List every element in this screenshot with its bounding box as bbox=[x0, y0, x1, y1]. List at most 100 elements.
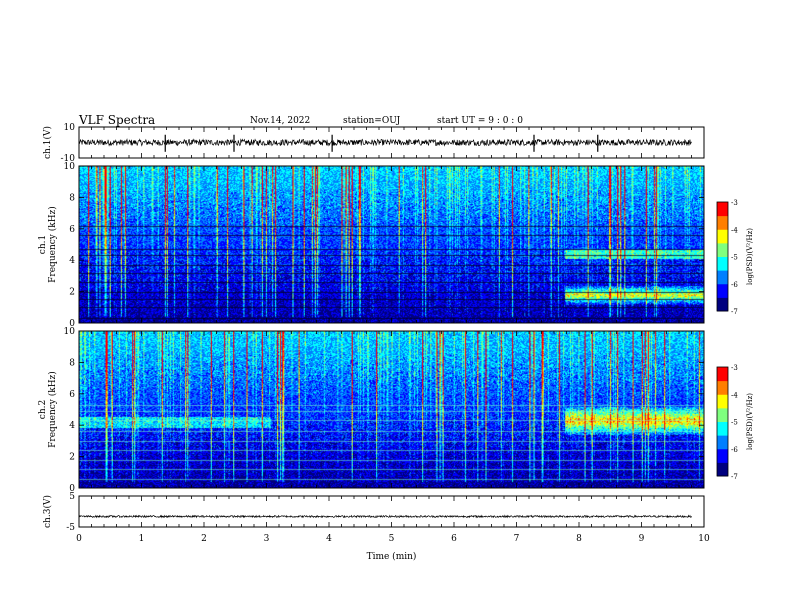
y-tick-label: 4 bbox=[69, 421, 75, 431]
y-tick-label: 2 bbox=[69, 288, 75, 298]
colorbar-swatch bbox=[717, 431, 728, 433]
colorbar-swatch bbox=[717, 263, 728, 266]
colorbar-swatch bbox=[717, 467, 728, 470]
colorbar-swatch bbox=[717, 225, 728, 228]
colorbar-swatch bbox=[717, 463, 728, 466]
colorbar-swatch bbox=[717, 465, 728, 467]
colorbar-swatch bbox=[717, 279, 728, 282]
colorbar-swatch bbox=[717, 413, 728, 416]
colorbar-swatch bbox=[717, 260, 728, 263]
colorbar-swatch bbox=[717, 380, 728, 383]
colorbar-swatch bbox=[717, 405, 728, 408]
colorbar-swatch bbox=[717, 294, 728, 297]
colorbar-label: log(PSD)(V²/Hz) bbox=[746, 393, 754, 450]
colorbar-swatch bbox=[717, 390, 728, 393]
colorbar-swatch bbox=[717, 302, 728, 305]
x-tick-label: 6 bbox=[451, 534, 457, 544]
time-axis: 0 1 2 3 4 5 6 7 8 9 10 Time (min) bbox=[76, 534, 710, 562]
y-axis-label: ch.1(V) bbox=[42, 126, 53, 159]
colorbar-swatch bbox=[717, 411, 728, 414]
colorbar-swatch bbox=[717, 401, 728, 403]
colorbar-swatch bbox=[717, 229, 728, 232]
colorbar-swatch bbox=[717, 387, 728, 390]
colorbar-swatch bbox=[717, 274, 728, 277]
colorbar-swatch bbox=[717, 455, 728, 458]
y-tick-label: 10 bbox=[64, 327, 76, 337]
colorbar-swatch bbox=[717, 440, 728, 443]
colorbar-swatch bbox=[717, 281, 728, 283]
colorbar-swatch bbox=[717, 308, 728, 311]
colorbar-swatch bbox=[717, 402, 728, 405]
y-tick-label: 2 bbox=[69, 453, 75, 463]
colorbar-swatch bbox=[717, 388, 728, 391]
colorbar-swatch bbox=[717, 219, 728, 222]
colorbar-swatch bbox=[717, 259, 728, 262]
colorbar-swatch bbox=[717, 395, 728, 398]
colorbar-swatch bbox=[717, 216, 728, 219]
colorbar-swatch bbox=[717, 290, 728, 293]
colorbar-tick-label: -5 bbox=[731, 254, 738, 262]
x-tick-label: 8 bbox=[576, 534, 582, 544]
colorbar-swatch bbox=[717, 410, 728, 413]
colorbar-swatch bbox=[717, 383, 728, 386]
colorbar-swatch bbox=[717, 369, 728, 372]
colorbar-label: log(PSD)(V²/Hz) bbox=[746, 228, 754, 285]
colorbar-swatch bbox=[717, 420, 728, 422]
colorbar-swatch bbox=[717, 245, 728, 248]
station-label: station=OUJ bbox=[343, 116, 401, 126]
waveform-trace bbox=[78, 514, 692, 519]
colorbar-swatch bbox=[717, 276, 728, 279]
y-tick-label: 10 bbox=[64, 123, 76, 133]
figure-title: VLF Spectra bbox=[79, 113, 156, 127]
colorbar-swatch bbox=[717, 244, 728, 247]
colorbar-swatch bbox=[717, 231, 728, 234]
colorbar-swatch bbox=[717, 474, 728, 477]
colorbar-swatch bbox=[717, 282, 728, 285]
waveform-trace bbox=[78, 138, 692, 147]
x-tick-label: 1 bbox=[139, 534, 145, 544]
x-tick-label: 4 bbox=[326, 534, 332, 544]
colorbar-swatch bbox=[717, 432, 728, 435]
colorbar-swatch bbox=[717, 421, 728, 424]
colorbar-swatch bbox=[717, 379, 728, 382]
y-tick-label: -5 bbox=[66, 523, 75, 533]
colorbar-swatch bbox=[717, 459, 728, 462]
colorbar-swatch bbox=[717, 230, 728, 233]
colorbar-swatch bbox=[717, 212, 728, 215]
colorbar-swatch bbox=[717, 215, 728, 218]
colorbar-swatch bbox=[717, 450, 728, 452]
colorbar-swatch bbox=[717, 409, 728, 412]
colorbar-swatch bbox=[717, 446, 728, 448]
colorbar-swatch bbox=[717, 255, 728, 257]
colorbar-swatch bbox=[717, 241, 728, 244]
colorbar-swatch bbox=[717, 392, 728, 395]
colorbar-swatch bbox=[717, 422, 728, 425]
colorbar-swatch bbox=[717, 246, 728, 249]
colorbar-swatch bbox=[717, 309, 728, 312]
colorbar-swatch bbox=[717, 214, 728, 217]
colorbar-swatch bbox=[717, 287, 728, 290]
colorbar-swatch bbox=[717, 452, 728, 455]
colorbar-tick-label: -4 bbox=[731, 226, 738, 234]
colorbar-swatch bbox=[717, 305, 728, 308]
colorbar-swatch bbox=[717, 267, 728, 270]
spectrogram-panel-ch1: 0 2 4 6 8 10 ch.1 Frequency (kHz) bbox=[38, 162, 705, 329]
colorbar-swatch bbox=[717, 236, 728, 238]
colorbar-swatch bbox=[717, 398, 728, 401]
y-tick-label: 8 bbox=[69, 193, 75, 203]
colorbar-swatch bbox=[717, 249, 728, 252]
colorbar-swatch bbox=[717, 373, 728, 376]
colorbar-swatch bbox=[717, 451, 728, 454]
colorbar-tick-label: -7 bbox=[731, 473, 738, 481]
colorbar-swatch bbox=[717, 251, 728, 253]
colorbar-tick-label: -3 bbox=[731, 364, 738, 372]
y-tick-label: 0 bbox=[69, 319, 75, 329]
colorbar-swatch bbox=[717, 461, 728, 463]
colorbar-swatch bbox=[717, 428, 728, 431]
colorbar-swatch bbox=[717, 256, 728, 259]
colorbar-swatch bbox=[717, 234, 728, 237]
colorbar-swatch bbox=[717, 435, 728, 437]
colorbar-tick-label: -7 bbox=[731, 308, 738, 316]
x-tick-label: 2 bbox=[201, 534, 207, 544]
colorbar-swatch bbox=[717, 248, 728, 251]
